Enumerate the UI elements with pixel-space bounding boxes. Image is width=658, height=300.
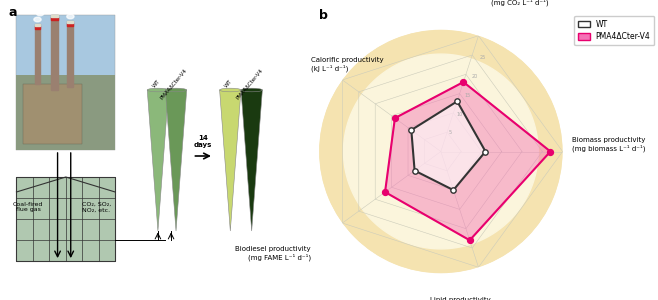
FancyBboxPatch shape: [16, 177, 115, 261]
Ellipse shape: [165, 88, 187, 92]
Point: [409, 168, 420, 173]
Point: [452, 99, 463, 104]
FancyBboxPatch shape: [16, 15, 115, 150]
Bar: [34, 26, 41, 28]
Polygon shape: [241, 90, 263, 231]
Bar: [68, 23, 74, 26]
Ellipse shape: [220, 88, 241, 92]
Ellipse shape: [147, 88, 168, 92]
Text: 5: 5: [449, 130, 452, 135]
FancyBboxPatch shape: [23, 84, 82, 144]
Text: Coal-fired
flue gas: Coal-fired flue gas: [13, 202, 43, 212]
Ellipse shape: [51, 8, 58, 13]
Point: [380, 190, 390, 194]
Text: WT: WT: [151, 79, 161, 89]
Text: PMA4ΔCter-V4: PMA4ΔCter-V4: [236, 68, 264, 100]
Ellipse shape: [32, 4, 39, 8]
Ellipse shape: [70, 8, 76, 13]
Bar: [34, 24, 41, 84]
Point: [448, 188, 459, 193]
Ellipse shape: [34, 17, 41, 22]
Text: Biomass productivity
(mg biomass L⁻¹ d⁻¹): Biomass productivity (mg biomass L⁻¹ d⁻¹…: [572, 137, 645, 152]
Point: [465, 238, 475, 243]
Ellipse shape: [241, 88, 263, 92]
Ellipse shape: [67, 14, 74, 19]
Text: Lipid productivity
(mg lipid L⁻¹ d⁻¹): Lipid productivity (mg lipid L⁻¹ d⁻¹): [430, 297, 490, 300]
Ellipse shape: [65, 1, 72, 5]
Point: [480, 149, 491, 154]
Text: 10: 10: [457, 112, 463, 116]
Ellipse shape: [53, 2, 61, 7]
Text: Biodiesel productivity
(mg FAME L⁻¹ d⁻¹): Biodiesel productivity (mg FAME L⁻¹ d⁻¹): [236, 246, 311, 261]
Text: WT: WT: [224, 79, 233, 89]
Bar: [68, 21, 74, 23]
Text: PMA4ΔCter-V4: PMA4ΔCter-V4: [160, 68, 188, 100]
Polygon shape: [411, 101, 486, 190]
Text: CO₂, SO₂,
NO₂, etc.: CO₂, SO₂, NO₂, etc.: [82, 202, 111, 212]
Point: [390, 116, 400, 121]
Bar: [51, 15, 58, 90]
Text: a: a: [8, 6, 16, 19]
Polygon shape: [165, 90, 187, 231]
Text: Calorific productivity
(kJ L⁻¹ d⁻¹): Calorific productivity (kJ L⁻¹ d⁻¹): [311, 57, 384, 72]
Polygon shape: [385, 82, 550, 240]
Text: 25: 25: [480, 55, 486, 60]
Bar: [34, 24, 41, 26]
Polygon shape: [220, 90, 241, 231]
Bar: [68, 21, 74, 87]
Bar: [51, 15, 58, 17]
Text: CO₂ fixation rate
(mg CO₂ L⁻¹ d⁻¹): CO₂ fixation rate (mg CO₂ L⁻¹ d⁻¹): [490, 0, 549, 6]
FancyBboxPatch shape: [16, 75, 115, 150]
Polygon shape: [343, 54, 538, 249]
Point: [545, 149, 555, 154]
Text: b: b: [319, 9, 328, 22]
Point: [458, 80, 468, 84]
Text: 20: 20: [472, 74, 478, 79]
Ellipse shape: [37, 11, 43, 16]
Text: 14
days: 14 days: [194, 136, 212, 148]
Point: [406, 128, 417, 132]
Polygon shape: [147, 90, 168, 231]
Bar: [51, 17, 58, 20]
Legend: WT, PMA4ΔCter-V4: WT, PMA4ΔCter-V4: [574, 16, 654, 45]
Polygon shape: [319, 30, 563, 273]
Text: 15: 15: [465, 93, 470, 98]
